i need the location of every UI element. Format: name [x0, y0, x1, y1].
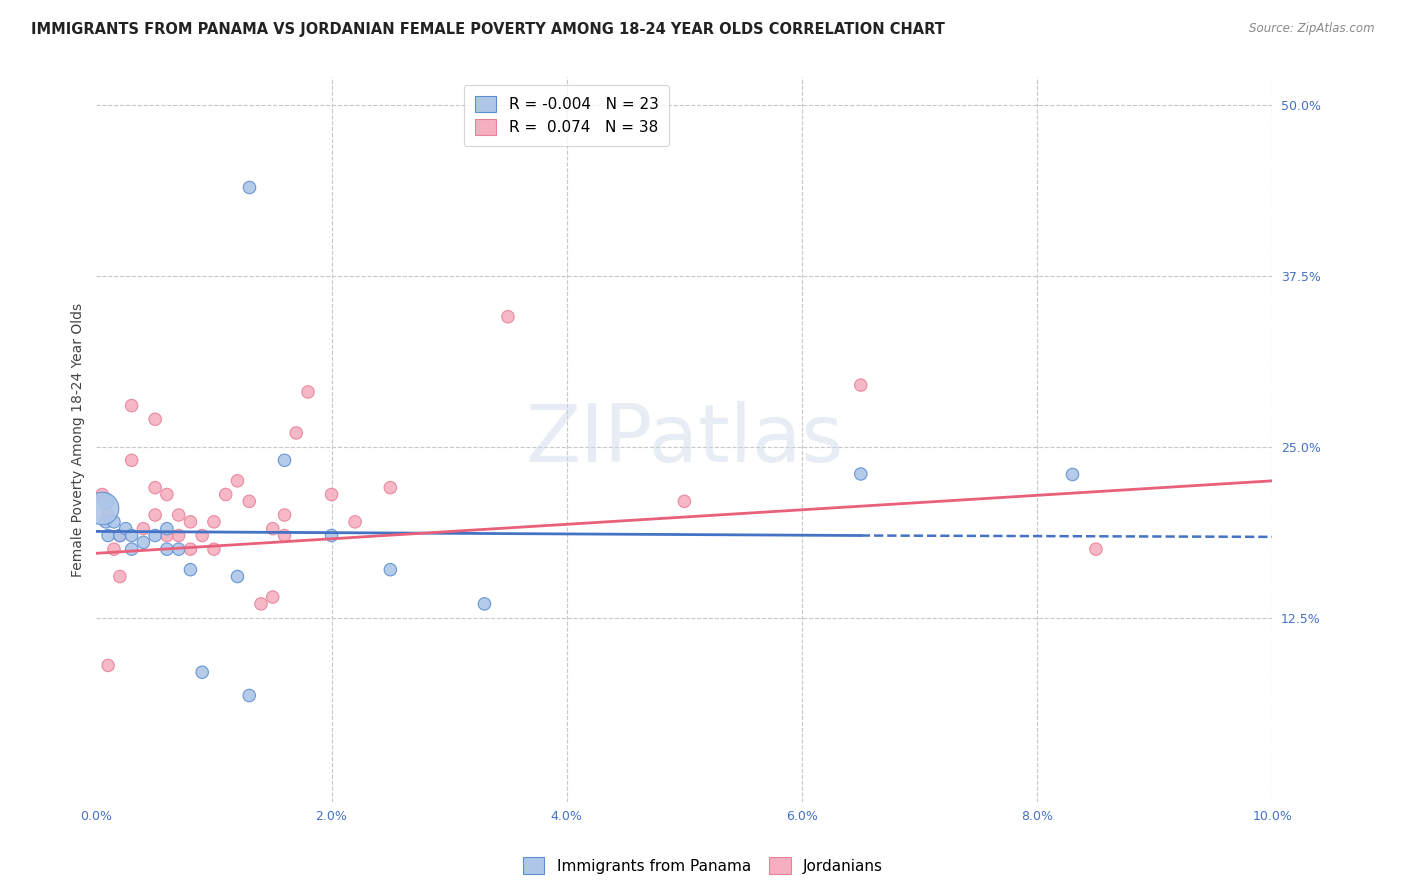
- Text: ZIPatlas: ZIPatlas: [526, 401, 844, 479]
- Point: [143, 528, 166, 542]
- Point: [94, 494, 117, 508]
- Point: [167, 528, 190, 542]
- Point: [143, 412, 166, 426]
- Point: [496, 310, 519, 324]
- Point: [114, 522, 136, 536]
- Point: [191, 665, 214, 680]
- Point: [202, 515, 225, 529]
- Point: [202, 542, 225, 557]
- Point: [380, 481, 402, 495]
- Point: [167, 542, 190, 557]
- Point: [238, 689, 260, 703]
- Point: [226, 569, 249, 583]
- Point: [143, 508, 166, 522]
- Point: [103, 542, 125, 557]
- Point: [91, 501, 114, 516]
- Point: [273, 528, 295, 542]
- Point: [262, 590, 284, 604]
- Point: [321, 528, 343, 542]
- Point: [1062, 467, 1084, 481]
- Point: [273, 453, 295, 467]
- Point: [156, 487, 179, 501]
- Point: [321, 487, 343, 501]
- Legend: R = -0.004   N = 23, R =  0.074   N = 38: R = -0.004 N = 23, R = 0.074 N = 38: [464, 85, 669, 146]
- Y-axis label: Female Poverty Among 18-24 Year Olds: Female Poverty Among 18-24 Year Olds: [72, 302, 86, 577]
- Point: [91, 487, 114, 501]
- Point: [1084, 542, 1107, 557]
- Point: [238, 494, 260, 508]
- Point: [132, 522, 155, 536]
- Point: [191, 528, 214, 542]
- Point: [849, 467, 872, 481]
- Point: [344, 515, 367, 529]
- Point: [262, 522, 284, 536]
- Point: [121, 399, 143, 413]
- Point: [121, 453, 143, 467]
- Point: [238, 179, 260, 194]
- Point: [108, 569, 131, 583]
- Point: [108, 528, 131, 542]
- Point: [121, 528, 143, 542]
- Point: [97, 658, 120, 673]
- Point: [380, 563, 402, 577]
- Point: [179, 563, 201, 577]
- Legend: Immigrants from Panama, Jordanians: Immigrants from Panama, Jordanians: [517, 851, 889, 880]
- Point: [97, 528, 120, 542]
- Point: [250, 597, 273, 611]
- Point: [273, 508, 295, 522]
- Point: [121, 542, 143, 557]
- Point: [156, 542, 179, 557]
- Point: [226, 474, 249, 488]
- Point: [97, 508, 120, 522]
- Point: [849, 378, 872, 392]
- Point: [103, 515, 125, 529]
- Point: [94, 515, 117, 529]
- Point: [167, 508, 190, 522]
- Point: [673, 494, 696, 508]
- Point: [156, 528, 179, 542]
- Point: [179, 542, 201, 557]
- Point: [132, 535, 155, 549]
- Point: [215, 487, 238, 501]
- Point: [285, 425, 308, 440]
- Point: [108, 528, 131, 542]
- Text: IMMIGRANTS FROM PANAMA VS JORDANIAN FEMALE POVERTY AMONG 18-24 YEAR OLDS CORRELA: IMMIGRANTS FROM PANAMA VS JORDANIAN FEMA…: [31, 22, 945, 37]
- Point: [179, 515, 201, 529]
- Point: [156, 522, 179, 536]
- Point: [474, 597, 496, 611]
- Point: [143, 481, 166, 495]
- Point: [297, 384, 319, 399]
- Text: Source: ZipAtlas.com: Source: ZipAtlas.com: [1250, 22, 1375, 36]
